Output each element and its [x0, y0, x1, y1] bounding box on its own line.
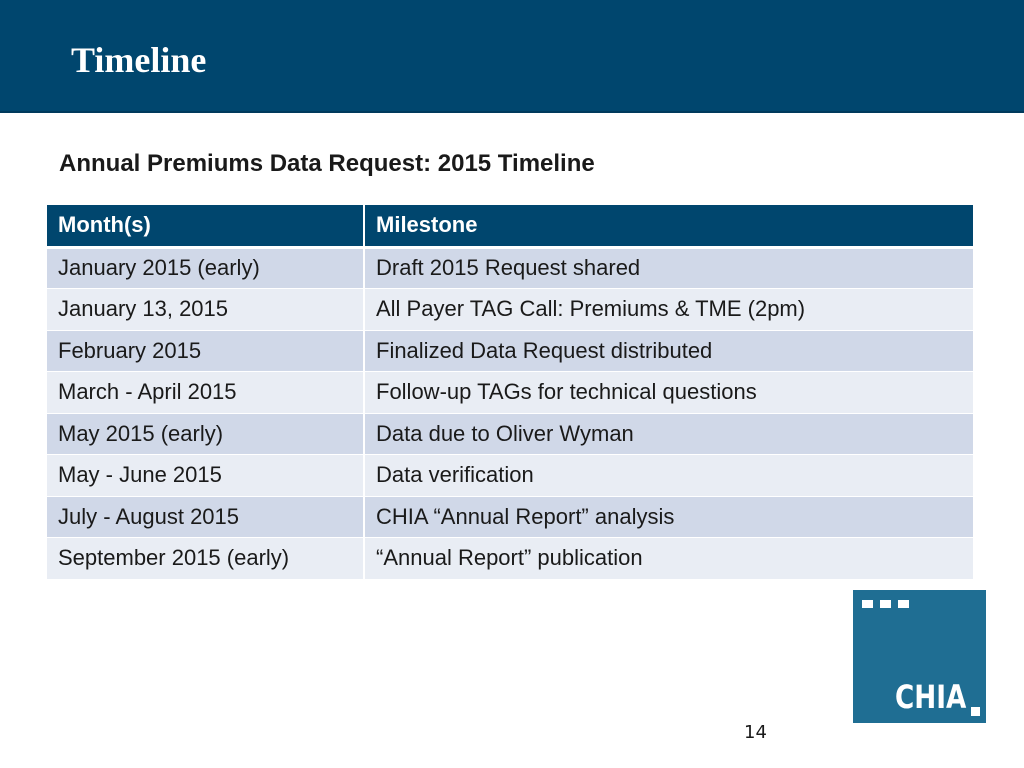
milestone-cell: Data verification [364, 454, 973, 497]
slide-subtitle: Annual Premiums Data Request: 2015 Timel… [59, 150, 595, 177]
month-cell: May - June 2015 [47, 454, 365, 497]
logo-dot [862, 600, 873, 608]
month-cell: January 13, 2015 [47, 288, 365, 331]
slide-title: Timeline [71, 40, 207, 80]
column-header-milestone: Milestone [364, 205, 973, 249]
milestone-cell: Data due to Oliver Wyman [364, 413, 973, 455]
milestone-cell: Finalized Data Request distributed [364, 330, 973, 372]
table-row: May - June 2015 Data verification [47, 454, 973, 497]
month-cell: January 2015 (early) [47, 247, 365, 289]
milestone-cell: Draft 2015 Request shared [364, 247, 973, 289]
month-cell: February 2015 [47, 330, 365, 372]
header-bar: Timeline [0, 0, 1024, 113]
month-cell: March - April 2015 [47, 371, 365, 414]
milestone-cell: Follow-up TAGs for technical questions [364, 371, 973, 414]
logo-dot [880, 600, 891, 608]
table-row: September 2015 (early) “Annual Report” p… [47, 537, 973, 580]
table-row: January 2015 (early) Draft 2015 Request … [47, 247, 973, 289]
chia-logo-icon: CHIA [853, 590, 986, 723]
column-header-months: Month(s) [47, 205, 365, 249]
milestone-cell: “Annual Report” publication [364, 537, 973, 580]
logo-text: CHIA [895, 678, 967, 716]
table-row: January 13, 2015 All Payer TAG Call: Pre… [47, 288, 973, 331]
logo-period [971, 707, 980, 716]
table-row: February 2015 Finalized Data Request dis… [47, 330, 973, 372]
month-cell: July - August 2015 [47, 496, 365, 538]
table-row: July - August 2015 CHIA “Annual Report” … [47, 496, 973, 538]
table-row: March - April 2015 Follow-up TAGs for te… [47, 371, 973, 414]
logo-dot [898, 600, 909, 608]
month-cell: May 2015 (early) [47, 413, 365, 455]
milestone-cell: All Payer TAG Call: Premiums & TME (2pm) [364, 288, 973, 331]
table-row: May 2015 (early) Data due to Oliver Wyma… [47, 413, 973, 455]
milestone-cell: CHIA “Annual Report” analysis [364, 496, 973, 538]
table-header-row: Month(s) Milestone [47, 205, 973, 249]
month-cell: September 2015 (early) [47, 537, 365, 580]
page-number: 14 [744, 722, 767, 743]
timeline-table: Month(s) Milestone January 2015 (early) … [47, 205, 973, 580]
